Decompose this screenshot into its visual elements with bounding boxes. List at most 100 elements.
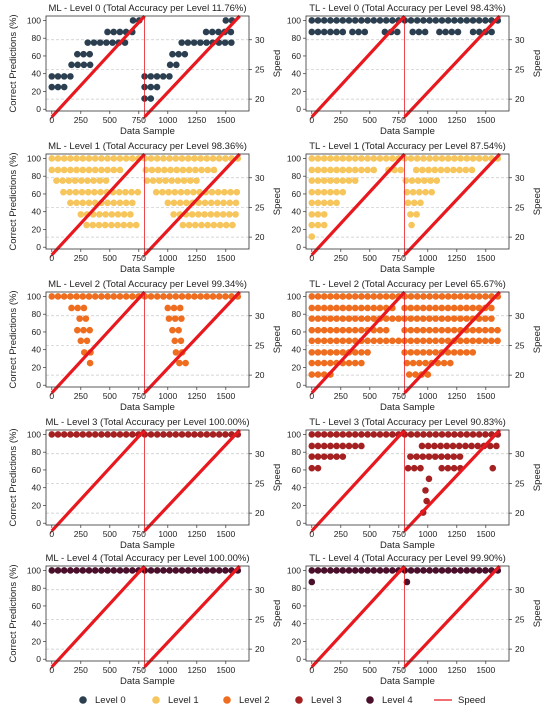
data-point (421, 177, 428, 184)
data-point (60, 567, 68, 574)
speed-line (119, 452, 124, 458)
y-left-tick-label: 0 (296, 654, 301, 664)
speed-line (360, 58, 365, 65)
data-point (67, 166, 74, 174)
data-point (376, 431, 384, 438)
data-point (431, 453, 439, 460)
data-point (333, 155, 340, 162)
speed-line (135, 158, 140, 165)
data-point (308, 442, 316, 450)
speed-line (395, 434, 400, 441)
data-point (60, 155, 68, 162)
data-point (209, 293, 217, 300)
speed-line (485, 25, 490, 32)
data-point (376, 304, 384, 312)
speed-line (384, 447, 388, 453)
data-point (327, 177, 334, 184)
data-point (48, 431, 56, 438)
speed-line (337, 497, 342, 504)
speed-line (424, 641, 428, 647)
speed-line (204, 598, 209, 605)
data-point (413, 155, 421, 162)
data-point (407, 326, 415, 334)
data-point (91, 431, 99, 438)
y-right-axis-label: Speed (272, 188, 283, 215)
speed-line (412, 380, 417, 386)
speed-line (131, 575, 135, 582)
x-tick-label: 500 (103, 665, 117, 675)
speed-line (49, 114, 54, 120)
speed-line (398, 432, 402, 438)
x-tick-label: 1500 (476, 253, 495, 263)
panel-title: TL - Level 4 (Total Accuracy per Level 9… (309, 553, 506, 564)
speed-line (395, 158, 400, 165)
y-left-tick-label: 80 (292, 583, 302, 593)
speed-line (337, 83, 342, 90)
data-point (165, 315, 173, 322)
speed-line (377, 179, 382, 185)
y-left-tick-label: 0 (296, 380, 301, 390)
data-point (308, 315, 316, 322)
y-left-tick-label: 40 (292, 207, 302, 217)
data-point (463, 315, 470, 322)
x-tick-label: 1000 (418, 115, 437, 125)
data-point (116, 567, 124, 574)
data-point (382, 155, 390, 162)
speed-line (367, 601, 372, 607)
data-point (370, 293, 378, 300)
speed-line (358, 337, 363, 343)
speed-line (114, 181, 119, 188)
data-point (314, 17, 322, 24)
speed-line (204, 462, 209, 469)
data-point (333, 293, 340, 300)
y-right-tick-label: 25 (515, 614, 525, 624)
speed-line (388, 28, 393, 34)
data-point (407, 293, 415, 300)
speed-line (216, 585, 221, 592)
data-point (444, 464, 452, 472)
speed-line (386, 580, 391, 587)
speed-line (159, 646, 164, 653)
data-point (314, 337, 322, 345)
data-point (209, 155, 217, 162)
speed-line (171, 83, 176, 90)
speed-line (474, 176, 478, 182)
speed-line (360, 196, 365, 203)
data-point (193, 177, 200, 184)
speed-line (319, 104, 324, 110)
speed-line (365, 329, 370, 336)
data-point (114, 211, 122, 218)
speed-line (407, 659, 412, 665)
speed-line (367, 327, 372, 333)
data-point (308, 359, 316, 367)
data-point (416, 359, 423, 367)
speed-line (485, 575, 490, 582)
data-point (191, 431, 198, 438)
y-right-tick-label: 30 (515, 585, 525, 595)
data-point (364, 304, 371, 312)
speed-line (211, 455, 216, 461)
speed-line (96, 613, 101, 620)
speed-line (190, 613, 195, 620)
data-point (469, 28, 477, 36)
data-point (345, 326, 353, 334)
y-left-tick-label: 60 (292, 465, 302, 475)
speed-line (194, 58, 199, 65)
speed-line (75, 362, 80, 368)
speed-line (204, 186, 209, 193)
speed-line (314, 659, 319, 665)
y-left-tick-label: 80 (32, 33, 42, 43)
data-point (345, 337, 353, 345)
speed-line (119, 176, 124, 182)
speed-line (187, 66, 192, 72)
data-point (420, 293, 427, 300)
data-point (147, 567, 155, 574)
speed-line (218, 171, 223, 177)
y-left-tick-label: 100 (27, 15, 41, 25)
speed-line (342, 78, 347, 85)
speed-line (168, 362, 173, 368)
speed-line (377, 41, 382, 47)
data-point (74, 304, 82, 312)
speed-line (133, 437, 138, 443)
speed-line (171, 221, 176, 228)
